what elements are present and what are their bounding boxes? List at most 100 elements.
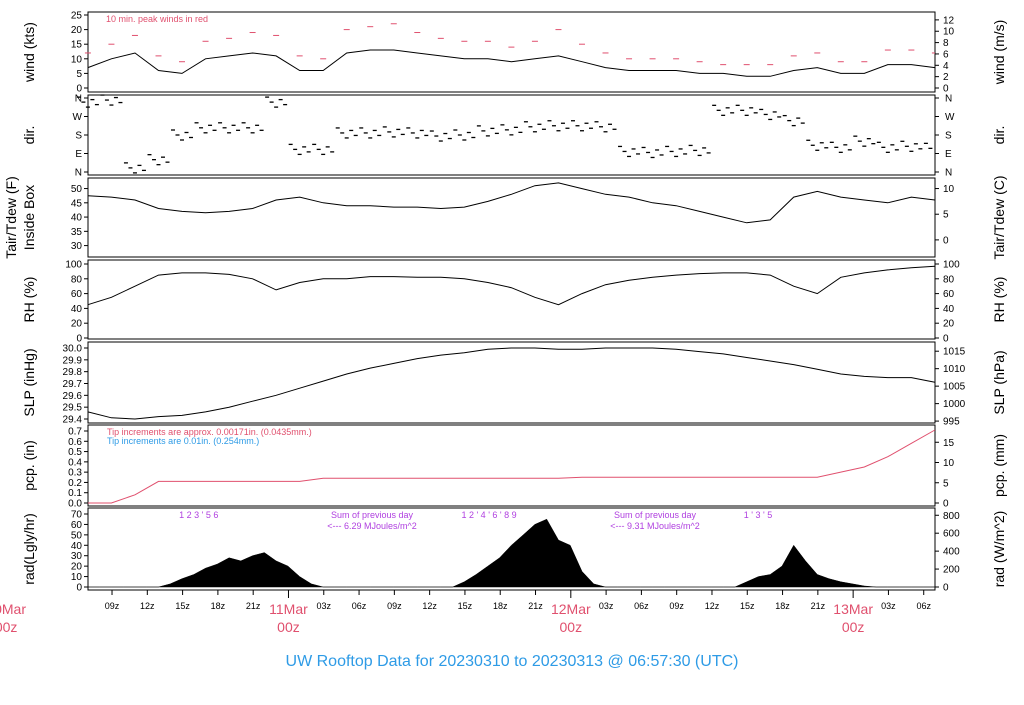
- x-tick-label: 21z: [246, 601, 261, 611]
- slp-ytick-label-right: 1000: [943, 399, 966, 410]
- tair-ytick-label-right: 10: [943, 184, 955, 195]
- x-tick-label: 09z: [669, 601, 684, 611]
- rh-line: [87, 265, 935, 306]
- day-label: 13Mar: [833, 601, 873, 617]
- rh-ytick-label-right: 100: [943, 260, 960, 271]
- rad-daily-sum-label: Sum of previous day: [331, 510, 414, 520]
- slp-ytick-label-right: 1005: [943, 382, 966, 393]
- wind-ytick-label-right: 6: [943, 49, 949, 60]
- dir-ytick-label-right: W: [945, 112, 955, 123]
- rh-ytick-label-right: 0: [943, 334, 949, 345]
- pcp-note-1: Tip increments are approx. 0.00171in. (0…: [107, 427, 312, 437]
- slp-ytick-label: 29.8: [63, 367, 83, 378]
- dir-ytick-label-right: E: [945, 149, 952, 160]
- rad-ytick-label: 70: [71, 510, 83, 521]
- rad-ytick-label: 40: [71, 541, 83, 552]
- slp-ytick-label: 30.0: [63, 344, 83, 355]
- rh-ytick-label-right: 60: [943, 289, 955, 300]
- day-label: 12Mar: [551, 601, 591, 617]
- day-hour-label: 00z: [0, 619, 17, 635]
- rad-ytick-label: 0: [76, 583, 82, 594]
- rad-ylabel: rad(Lgly/hr): [21, 513, 37, 585]
- pcp-ytick-label: 0.6: [68, 437, 82, 448]
- rad-ytick-label-right: 400: [943, 547, 960, 558]
- rad-ytick-label-right: 200: [943, 565, 960, 576]
- rh-ytick-label: 100: [65, 260, 82, 271]
- rh-ytick-label: 20: [71, 319, 83, 330]
- rh-ytick-label: 0: [76, 334, 82, 345]
- pcp-ytick-label: 0.5: [68, 447, 82, 458]
- pcp-ylabel: pcp. (in): [21, 440, 37, 491]
- rad-hour-marks: 1 ' 3 ' 5: [744, 510, 772, 520]
- dir-ytick-label: W: [73, 112, 83, 123]
- rh-ylabel: RH (%): [21, 277, 37, 323]
- dir-ylabel: dir.: [21, 126, 37, 145]
- x-tick-label: 18z: [211, 601, 226, 611]
- day-hour-label: 00z: [277, 619, 300, 635]
- pcp-ytick-label-right: 0: [943, 499, 949, 510]
- slp-ytick-label-right: 995: [943, 417, 960, 428]
- wind-ytick-label: 25: [71, 11, 83, 22]
- x-tick-label: 18z: [493, 601, 508, 611]
- wind-panel: wind (kts) wind (m/s)05101520250246810121…: [21, 11, 1007, 95]
- slp-ytick-label-right: 1015: [943, 347, 966, 358]
- tair-ytick-label-right: 5: [943, 210, 949, 221]
- x-tick-label: 12z: [140, 601, 155, 611]
- pcp-ytick-label-right: 5: [943, 478, 949, 489]
- x-tick-label: 21z: [811, 601, 826, 611]
- rad-frame: [87, 507, 936, 591]
- tair-ytick-label: 45: [71, 198, 83, 209]
- rad-ytick-label: 10: [71, 572, 83, 583]
- slp-ylabel: SLP (inHg): [21, 348, 37, 416]
- wind-ytick-label-right: 12: [943, 15, 955, 26]
- rad-hour-marks: 1 2 3 ' 5 6: [179, 510, 218, 520]
- rh-ytick-label: 80: [71, 274, 83, 285]
- rad-daily-sum-value: <--- 9.31 MJoules/m^2: [610, 521, 700, 531]
- dir-ylabel-right: dir.: [991, 126, 1007, 145]
- wind-ylabel: wind (kts): [21, 22, 37, 83]
- wind-ytick-label-right: 8: [943, 38, 949, 49]
- rad-ytick-label-right: 800: [943, 511, 960, 522]
- dir-panel: dir. dir.N NE ES SW WN N: [21, 94, 1007, 179]
- rad-ytick-label: 50: [71, 530, 83, 541]
- slp-frame: [87, 341, 936, 424]
- dir-ytick-label: N: [75, 168, 82, 179]
- slp-ytick-label: 29.7: [63, 379, 83, 390]
- tair-ytick-label: 35: [71, 227, 83, 238]
- x-tick-label: 06z: [352, 601, 367, 611]
- dir-ytick-label-right: N: [945, 94, 952, 105]
- rad-ytick-label-right: 0: [943, 583, 949, 594]
- slp-ytick-label: 29.4: [63, 415, 83, 426]
- dir-ytick-label: N: [75, 94, 82, 105]
- tair-ytick-label-right: 0: [943, 235, 949, 246]
- x-tick-label: 21z: [528, 601, 543, 611]
- rh-ylabel-right: RH (%): [991, 277, 1007, 323]
- wind-ylabel-right: wind (m/s): [991, 20, 1007, 86]
- slp-ylabel-right: SLP (hPa): [991, 350, 1007, 414]
- x-tick-label: 06z: [916, 601, 931, 611]
- rh-ytick-label-right: 80: [943, 274, 955, 285]
- x-tick-label: 12z: [705, 601, 720, 611]
- day-hour-label: 00z: [560, 619, 583, 635]
- rad-ytick-label: 20: [71, 562, 83, 573]
- wind-ytick-label: 0: [76, 84, 82, 95]
- rh-ytick-label-right: 20: [943, 319, 955, 330]
- pcp-frame: [87, 424, 936, 507]
- time-axis: 09z 12z 15z 18z 21z 03z 06z 09z 12z 15z 18z 21z 03z 0…: [0, 590, 931, 635]
- pcp-ytick-label-right: 15: [943, 438, 955, 449]
- rad-ylabel-right: rad (W/m^2): [991, 511, 1007, 588]
- x-tick-label: 15z: [175, 601, 190, 611]
- chart-title: UW Rooftop Data for 20230310 to 20230313…: [286, 653, 739, 670]
- tair-ytick-label: 30: [71, 241, 83, 252]
- wind-ytick-label-right: 10: [943, 27, 955, 38]
- wind-ytick-label: 10: [71, 54, 83, 65]
- wind-annotation: 10 min. peak winds in red: [106, 14, 208, 24]
- pcp-note-2: Tip increments are 0.01in. (0.254mm.): [107, 436, 259, 446]
- x-tick-label: 15z: [740, 601, 755, 611]
- slp-ytick-label: 29.6: [63, 391, 83, 402]
- rad-ytick-label-right: 600: [943, 529, 960, 540]
- radiation-area: [87, 518, 935, 588]
- rh-panel: RH (%) RH (%) 0 20 40 60 80 100 0 20 40 60 80 100: [21, 259, 1007, 345]
- rh-frame: [87, 259, 936, 340]
